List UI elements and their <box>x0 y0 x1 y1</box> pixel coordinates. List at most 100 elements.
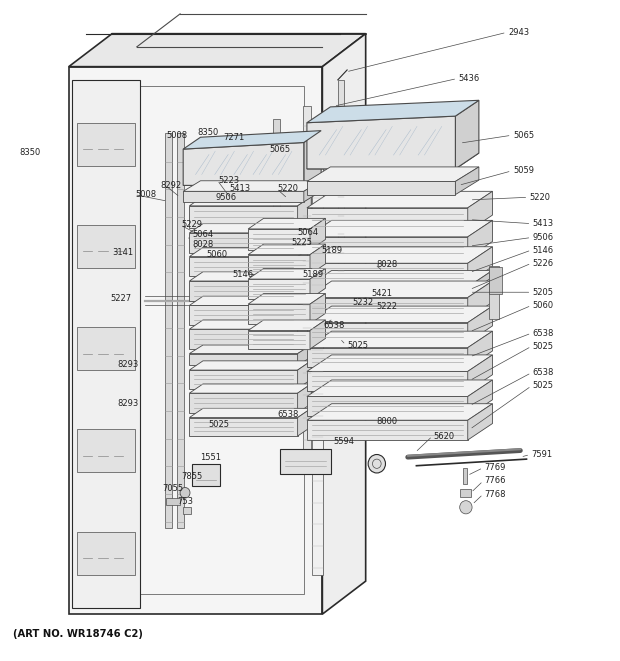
Polygon shape <box>467 270 492 293</box>
Text: 5227: 5227 <box>111 294 132 303</box>
Text: 8028: 8028 <box>377 260 398 269</box>
Text: 5232: 5232 <box>352 297 373 307</box>
Polygon shape <box>307 404 492 420</box>
Polygon shape <box>310 293 326 324</box>
Text: 9506: 9506 <box>216 193 237 202</box>
Text: 5064: 5064 <box>298 229 319 237</box>
Polygon shape <box>298 272 311 301</box>
Text: 6538: 6538 <box>324 321 345 330</box>
Text: 753: 753 <box>177 498 193 506</box>
Text: 5146: 5146 <box>232 270 254 279</box>
Polygon shape <box>248 304 310 324</box>
Circle shape <box>180 487 190 498</box>
Text: (ART NO. WR18746 C2): (ART NO. WR18746 C2) <box>13 629 143 639</box>
Polygon shape <box>298 361 311 389</box>
Text: 5025: 5025 <box>347 340 368 350</box>
Polygon shape <box>455 167 479 194</box>
Polygon shape <box>467 331 492 368</box>
Text: 8350: 8350 <box>19 148 40 157</box>
Text: 7271: 7271 <box>223 134 245 142</box>
Polygon shape <box>307 420 467 440</box>
Polygon shape <box>307 208 467 231</box>
Bar <box>183 507 190 514</box>
Text: 8292: 8292 <box>161 181 182 190</box>
Polygon shape <box>189 233 298 253</box>
Polygon shape <box>189 370 298 389</box>
Polygon shape <box>183 174 321 185</box>
Polygon shape <box>307 287 467 293</box>
Text: 5025: 5025 <box>208 420 229 429</box>
Polygon shape <box>189 206 298 228</box>
Text: 5065: 5065 <box>513 131 534 139</box>
Text: 8293: 8293 <box>117 360 138 369</box>
Polygon shape <box>69 67 322 614</box>
Polygon shape <box>310 320 326 349</box>
Bar <box>312 126 323 574</box>
Text: 9506: 9506 <box>533 233 554 242</box>
Polygon shape <box>183 143 304 185</box>
Polygon shape <box>189 281 298 301</box>
Polygon shape <box>298 408 311 436</box>
Text: 5226: 5226 <box>533 258 554 268</box>
Text: 2943: 2943 <box>508 28 529 37</box>
Text: 5060: 5060 <box>533 301 554 310</box>
Text: 3141: 3141 <box>112 248 133 257</box>
Text: 5146: 5146 <box>533 245 554 254</box>
Bar <box>303 106 311 469</box>
Polygon shape <box>307 355 492 371</box>
Polygon shape <box>298 196 311 228</box>
Text: 5436: 5436 <box>458 74 480 83</box>
Polygon shape <box>189 305 298 325</box>
Text: 5421: 5421 <box>372 289 393 298</box>
Polygon shape <box>189 247 311 256</box>
Bar <box>77 225 135 268</box>
Text: 5189: 5189 <box>321 245 342 254</box>
Polygon shape <box>310 218 326 250</box>
Polygon shape <box>307 247 492 263</box>
Polygon shape <box>307 191 492 208</box>
Text: 6538: 6538 <box>278 410 299 420</box>
Polygon shape <box>183 180 321 191</box>
Polygon shape <box>189 223 311 233</box>
Polygon shape <box>307 181 455 194</box>
Text: 6538: 6538 <box>533 368 554 377</box>
Bar <box>463 468 467 484</box>
Text: 5025: 5025 <box>533 381 554 391</box>
Text: 5064: 5064 <box>192 230 213 239</box>
Text: 5189: 5189 <box>303 270 324 279</box>
Circle shape <box>368 455 386 473</box>
Bar <box>489 266 498 319</box>
Circle shape <box>459 500 472 514</box>
Polygon shape <box>189 196 311 206</box>
Text: 8350: 8350 <box>197 128 219 137</box>
Polygon shape <box>467 404 492 440</box>
Polygon shape <box>189 393 298 413</box>
Polygon shape <box>307 100 479 123</box>
Polygon shape <box>248 254 310 274</box>
Polygon shape <box>298 320 311 349</box>
Text: 7055: 7055 <box>163 485 184 493</box>
Polygon shape <box>467 220 492 258</box>
Text: 5620: 5620 <box>434 432 455 440</box>
Polygon shape <box>298 384 311 413</box>
Text: 1551: 1551 <box>200 453 221 461</box>
Polygon shape <box>298 247 311 276</box>
Polygon shape <box>467 191 492 231</box>
Text: eReplacementParts.com: eReplacementParts.com <box>188 324 333 337</box>
Polygon shape <box>183 131 321 149</box>
Polygon shape <box>248 279 310 299</box>
Text: 8293: 8293 <box>117 399 138 408</box>
Bar <box>77 327 135 370</box>
Text: 5060: 5060 <box>206 250 227 259</box>
Bar <box>459 488 471 496</box>
Text: 5594: 5594 <box>334 437 355 446</box>
Polygon shape <box>72 80 140 607</box>
Polygon shape <box>307 380 492 397</box>
Bar <box>280 449 331 474</box>
Polygon shape <box>307 397 467 416</box>
Text: 5223: 5223 <box>218 176 239 184</box>
Text: 8028: 8028 <box>192 239 214 249</box>
Polygon shape <box>307 263 467 283</box>
Bar <box>192 465 220 486</box>
Polygon shape <box>307 220 492 237</box>
